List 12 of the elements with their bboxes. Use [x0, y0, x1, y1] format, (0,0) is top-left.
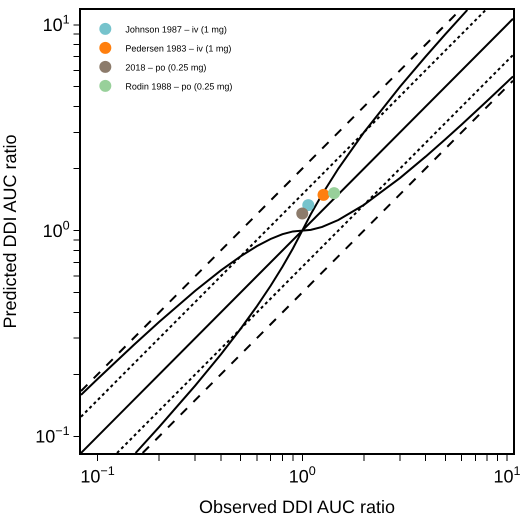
y-tick-label: 10$^{0}$	[42, 218, 70, 241]
y-axis-title: Predicted DDI AUC ratio	[0, 134, 20, 329]
legend-label: Johnson 1987 – iv (1 mg)	[125, 24, 227, 34]
x-tick-label: 10$^{1}$	[493, 464, 521, 486]
x-tick-label: 10$^{−1}$	[80, 464, 115, 486]
x-axis-title: Observed DDI AUC ratio	[198, 496, 396, 517]
x-tick-label: 10$^{0}$	[288, 464, 316, 486]
legend-label: Rodin 1988 – po (0.25 mg)	[125, 81, 232, 92]
y-tick-label: 10$^{−1}$	[35, 424, 70, 447]
y-tick-label: 10$^{1}$	[42, 12, 70, 36]
legend-label: 2018 – po (0.25 mg)	[125, 62, 206, 72]
legend-label: Pedersen 1983 – iv (1 mg)	[125, 43, 232, 54]
